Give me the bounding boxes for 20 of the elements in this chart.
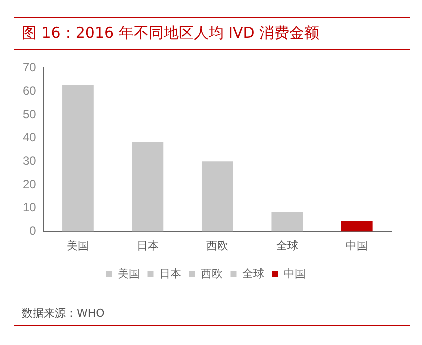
y-tick-label: 10 (22, 200, 37, 215)
y-tick-label: 70 (22, 60, 37, 75)
legend-label: 中国 (284, 268, 306, 281)
x-tick-label: 日本 (136, 239, 159, 252)
chart-title: 图 16：2016 年不同地区人均 IVD 消费金额 (22, 24, 320, 43)
legend-label: 全球 (242, 268, 264, 281)
legend-label: 日本 (159, 268, 182, 281)
source-note: 数据来源：WHO (22, 306, 105, 321)
y-tick-label: 40 (22, 130, 37, 145)
y-tick-label: 20 (22, 177, 37, 192)
y-tick-label: 50 (22, 107, 37, 122)
y-tick-label: 30 (22, 154, 37, 168)
x-tick-label: 中国 (346, 239, 368, 252)
legend-label: 美国 (118, 268, 140, 281)
x-tick-label: 全球 (276, 239, 298, 252)
y-tick-label: 0 (30, 224, 37, 238)
legend-label: 西欧 (200, 268, 223, 281)
x-tick-label: 美国 (67, 239, 90, 252)
y-tick-label: 60 (22, 84, 37, 98)
x-tick-label: 西欧 (206, 240, 229, 252)
